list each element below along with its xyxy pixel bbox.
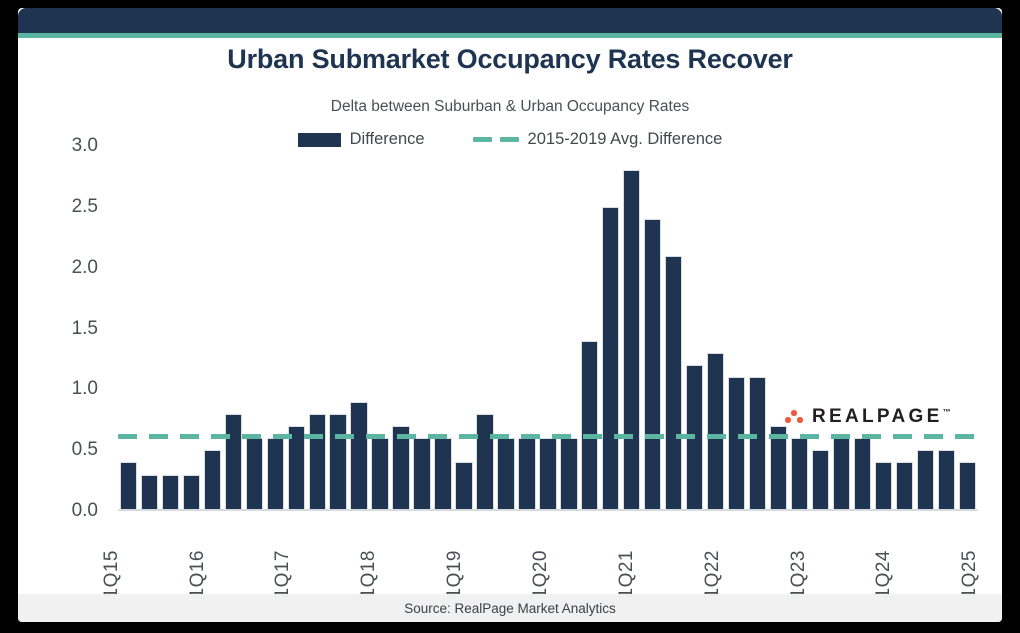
- x-axis-tick-label: 1Q16: [186, 549, 208, 598]
- x-axis-tick-label: 1Q21: [615, 549, 637, 598]
- page-title: Urban Submarket Occupancy Rates Recover: [227, 44, 793, 74]
- bar[interactable]: [832, 438, 851, 511]
- average-reference-line: [118, 433, 980, 439]
- bar[interactable]: [287, 425, 305, 511]
- y-axis-tick-label: 1.5: [71, 317, 98, 339]
- trademark-icon: ™: [942, 407, 954, 417]
- plot-inner: [98, 146, 980, 511]
- legend-item-difference[interactable]: Difference: [297, 130, 425, 149]
- legend-label-difference: Difference: [349, 130, 425, 148]
- chart-legend: Difference 2015-2019 Avg. Difference: [18, 130, 1002, 149]
- bar[interactable]: [392, 425, 410, 511]
- x-axis-tick-label: 1Q24: [873, 549, 895, 598]
- x-axis-tick-label: 1Q25: [959, 549, 981, 598]
- bar[interactable]: [203, 450, 222, 511]
- bar[interactable]: [581, 340, 599, 511]
- bar[interactable]: [706, 352, 725, 511]
- chart-plot-area: 0.0 0.5 1.0 1.5 2.0 2.5 3.0: [72, 135, 980, 521]
- bar[interactable]: [644, 219, 662, 511]
- bar[interactable]: [664, 255, 683, 511]
- bar[interactable]: [623, 170, 641, 511]
- bar[interactable]: [518, 438, 536, 511]
- x-axis-tick-label: 1Q17: [272, 549, 294, 598]
- bar[interactable]: [476, 413, 494, 511]
- realpage-logo: REALPAGE™: [783, 406, 954, 428]
- bar[interactable]: [434, 438, 452, 511]
- bar[interactable]: [224, 413, 243, 511]
- y-axis-tick-label: 3.0: [71, 135, 98, 156]
- bar[interactable]: [895, 462, 914, 511]
- bar-series-difference: [118, 146, 978, 511]
- x-axis-tick-label: 1Q19: [444, 549, 466, 598]
- legend-item-average[interactable]: 2015-2019 Avg. Difference: [472, 130, 723, 149]
- bar[interactable]: [958, 462, 976, 511]
- bar[interactable]: [350, 401, 368, 511]
- bar[interactable]: [329, 413, 347, 511]
- bar[interactable]: [182, 474, 201, 511]
- source-text: Source: RealPage Market Analytics: [404, 600, 616, 616]
- bar[interactable]: [748, 377, 767, 511]
- bar[interactable]: [308, 413, 326, 511]
- bar[interactable]: [916, 450, 934, 511]
- x-axis: 1Q15 1Q16 1Q17 1Q18 1Q19 1Q20 1Q21 1Q22 1Q23 1Q24…: [100, 513, 981, 598]
- logo-word: REALPAGE: [812, 406, 943, 427]
- x-axis-tick-label: 1Q20: [530, 549, 551, 598]
- header-bar: [18, 8, 1002, 33]
- x-axis-tick-label: 1Q23: [787, 549, 809, 598]
- bar[interactable]: [413, 438, 431, 511]
- bar[interactable]: [119, 462, 138, 511]
- y-axis-tick-label: 2.0: [71, 256, 98, 278]
- chart-subtitle: Delta between Suburban & Urban Occupancy…: [330, 98, 690, 115]
- realpage-logo-text: REALPAGE™: [812, 406, 954, 428]
- bar[interactable]: [769, 425, 788, 511]
- y-axis-tick-label: 0.0: [71, 500, 98, 521]
- bar[interactable]: [140, 474, 159, 511]
- bar[interactable]: [161, 474, 180, 511]
- legend-label-average: 2015-2019 Avg. Difference: [527, 130, 723, 148]
- bar[interactable]: [811, 450, 830, 511]
- bar[interactable]: [790, 438, 809, 511]
- bar[interactable]: [266, 438, 284, 511]
- legend-dashed-line-icon: [472, 133, 519, 147]
- bar[interactable]: [497, 438, 515, 511]
- y-axis: 0.0 0.5 1.0 1.5 2.0 2.5 3.0: [72, 135, 142, 521]
- y-axis-tick-label: 2.5: [71, 195, 98, 217]
- x-axis-tick-label: 1Q22: [701, 549, 723, 598]
- x-axis-tick-label: 1Q15: [100, 549, 122, 598]
- legend-bar-swatch-icon: [297, 132, 341, 147]
- bar[interactable]: [727, 377, 746, 511]
- x-axis-baseline: [118, 509, 978, 511]
- bar[interactable]: [560, 438, 578, 511]
- y-axis-tick-label: 1.0: [71, 378, 98, 400]
- bar[interactable]: [539, 438, 557, 511]
- bar[interactable]: [853, 438, 872, 511]
- bar[interactable]: [602, 206, 620, 511]
- header-accent-stripe: [18, 33, 1002, 38]
- bar[interactable]: [874, 462, 893, 511]
- footer: Source: RealPage Market Analytics: [18, 594, 1002, 622]
- bar[interactable]: [245, 438, 263, 511]
- slide-canvas: Urban Submarket Occupancy Rates Recover …: [18, 8, 1002, 622]
- bar[interactable]: [371, 438, 389, 511]
- realpage-dots-icon: [783, 408, 805, 426]
- bar[interactable]: [455, 462, 473, 511]
- y-axis-tick-label: 0.5: [71, 439, 98, 461]
- x-axis-tick-label: 1Q18: [358, 549, 380, 598]
- bar[interactable]: [937, 450, 955, 511]
